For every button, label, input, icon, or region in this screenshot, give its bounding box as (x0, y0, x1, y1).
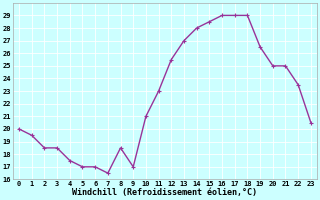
X-axis label: Windchill (Refroidissement éolien,°C): Windchill (Refroidissement éolien,°C) (72, 188, 258, 197)
